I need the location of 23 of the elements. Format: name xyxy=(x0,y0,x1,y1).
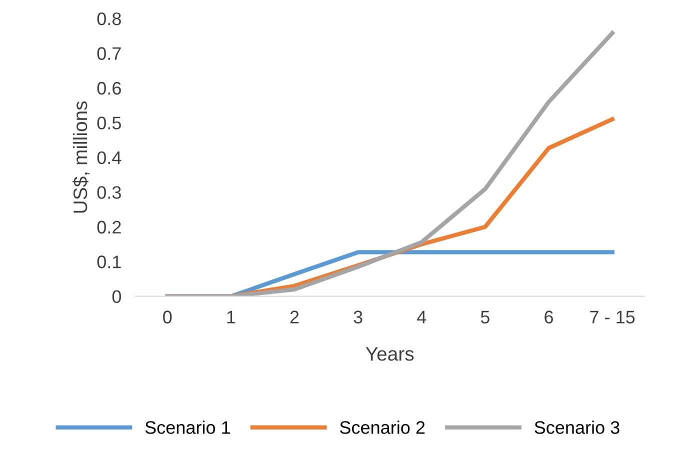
x-axis-title: Years xyxy=(366,347,414,361)
x-tick-label: 3 xyxy=(354,310,362,324)
y-tick-label: 0.4 xyxy=(97,151,122,164)
x-tick-label: 6 xyxy=(544,310,553,324)
x-tick-label: 2 xyxy=(290,310,299,324)
y-tick-label: 0.7 xyxy=(97,47,121,60)
x-tick-label: 5 xyxy=(480,310,490,324)
legend-label: Scenario 2 xyxy=(340,420,425,434)
x-tick-label: 0 xyxy=(163,310,172,324)
y-axis-title: US$, millions xyxy=(72,101,90,213)
x-tick-label: 1 xyxy=(227,310,236,324)
line-series xyxy=(165,31,614,296)
legend-label: Scenario 1 xyxy=(145,420,230,434)
legend-label: Scenario 3 xyxy=(534,420,620,434)
y-tick-label: 0.6 xyxy=(97,82,121,95)
x-tick-label: 7 - 15 xyxy=(590,310,635,324)
x-tick-label: 4 xyxy=(417,310,426,324)
y-tick-label: 0.2 xyxy=(97,220,121,234)
y-tick-label: 0.8 xyxy=(97,12,121,26)
y-tick-label: 0.5 xyxy=(97,116,121,130)
y-tick-label: 0 xyxy=(112,290,122,304)
y-tick-label: 0.1 xyxy=(97,256,121,268)
y-tick-label: 0.3 xyxy=(97,186,121,199)
